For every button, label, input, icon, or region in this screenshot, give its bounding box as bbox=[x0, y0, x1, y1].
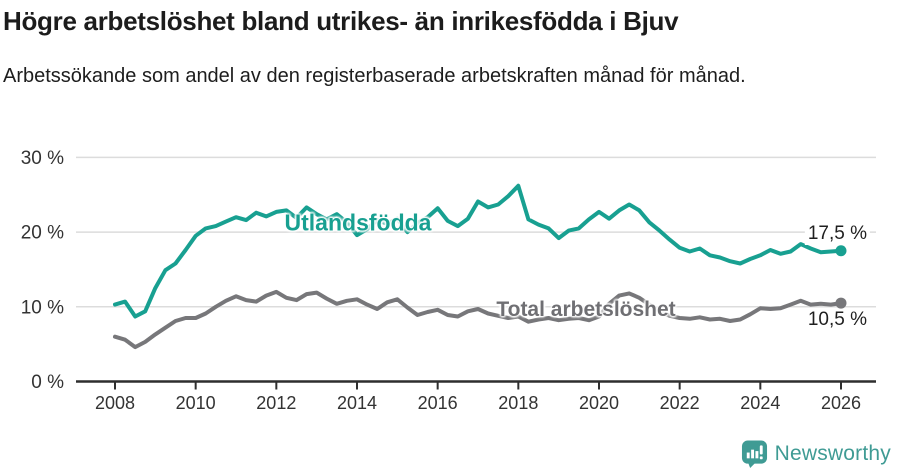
x-tick-label: 2016 bbox=[418, 393, 458, 413]
end-value-label-utlandsfodda: 17,5 % bbox=[804, 223, 870, 245]
series-end-dot-1 bbox=[835, 297, 847, 309]
x-tick-label: 2008 bbox=[95, 393, 135, 413]
x-tick-label: 2020 bbox=[579, 393, 619, 413]
y-tick-label: 10 % bbox=[21, 297, 64, 318]
y-tick-label: 30 % bbox=[21, 148, 64, 169]
x-tick-label: 2026 bbox=[821, 393, 861, 413]
x-tick-label: 2022 bbox=[660, 393, 700, 413]
y-tick-label: 20 % bbox=[21, 223, 64, 244]
end-value-label-total: 10,5 % bbox=[804, 309, 870, 331]
newsworthy-logo-text: Newsworthy bbox=[774, 442, 891, 465]
chart-title: Högre arbetslöshet bland utrikes- än inr… bbox=[3, 6, 679, 36]
series-line-1 bbox=[113, 289, 843, 350]
series-label-utlandsfodda: Utlandsfödda bbox=[284, 209, 432, 236]
series-line-0 bbox=[113, 183, 843, 319]
chart-subtitle: Arbetssökande som andel av den registerb… bbox=[3, 65, 746, 87]
series-end-dot-0 bbox=[835, 245, 847, 257]
x-tick-label: 2018 bbox=[498, 393, 538, 413]
series-label-total-arbetsloshet: Total arbetslöshet bbox=[496, 298, 676, 321]
x-tick-label: 2024 bbox=[740, 393, 780, 413]
bar-chart-speech-bubble-icon bbox=[741, 440, 767, 468]
x-tick-label: 2014 bbox=[337, 393, 377, 413]
y-tick-label: 0 % bbox=[31, 372, 64, 393]
x-tick-label: 2010 bbox=[176, 393, 216, 413]
x-tick-label: 2012 bbox=[256, 393, 296, 413]
newsworthy-logo: Newsworthy bbox=[741, 439, 891, 469]
